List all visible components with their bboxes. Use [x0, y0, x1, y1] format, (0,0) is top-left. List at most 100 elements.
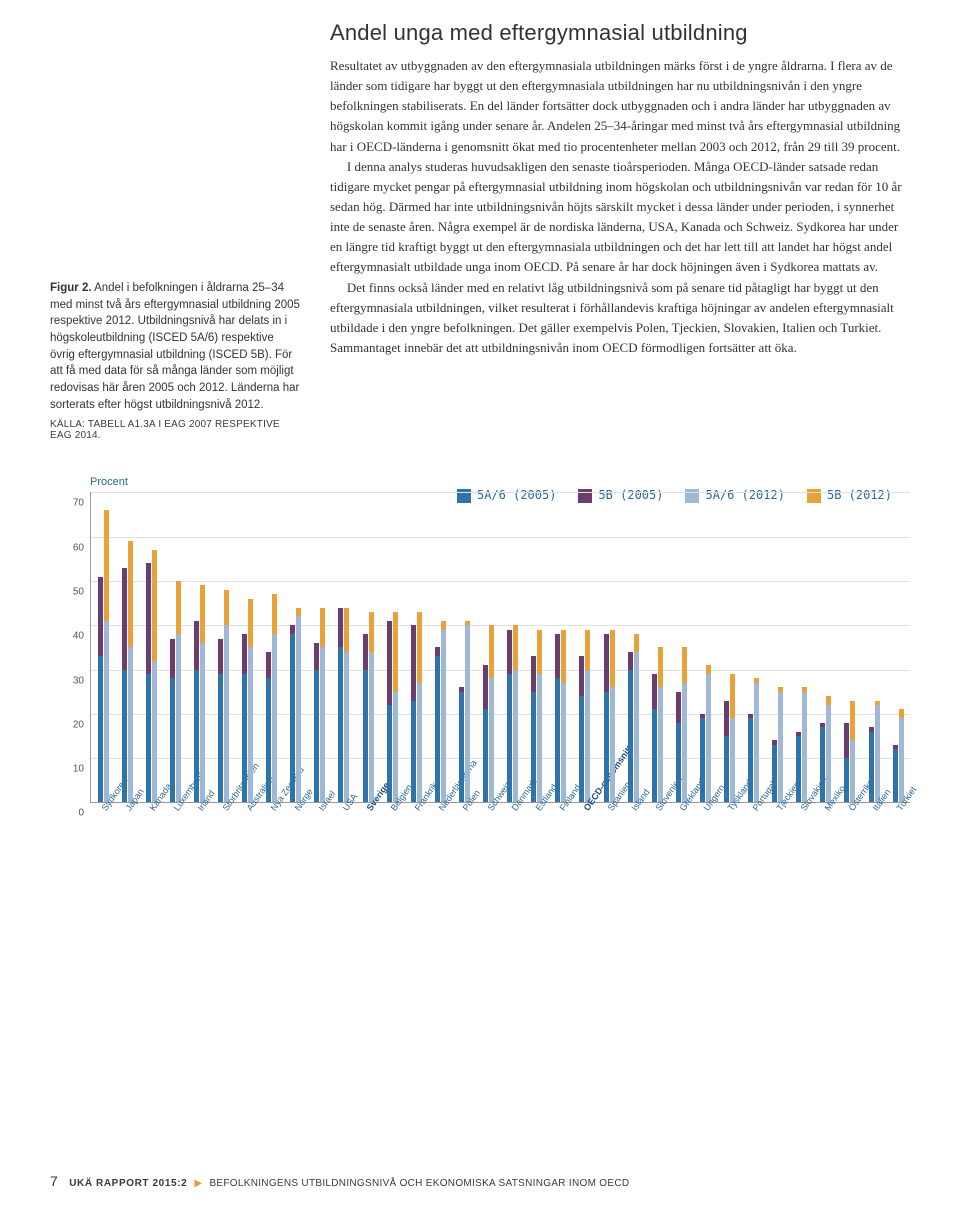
chart: 5A/6 (2005)5B (2005)5A/6 (2012)5B (2012)…	[50, 492, 910, 852]
bar-5a6-2012	[152, 661, 157, 803]
country-group: Japan	[115, 541, 139, 802]
bar-5a6-2005	[869, 732, 874, 803]
country-group: Österrike	[838, 701, 862, 803]
bar-5b-2005	[676, 692, 681, 723]
caption-text: Andel i befolkningen i åldrarna 25–34 me…	[50, 282, 300, 411]
bar-5b-2012	[441, 621, 446, 630]
bar-5b-2012	[296, 608, 301, 617]
country-group: Grekland	[669, 647, 693, 802]
bar-5b-2012	[176, 581, 181, 634]
y-tick: 50	[50, 586, 84, 597]
bar-5a6-2005	[604, 692, 609, 803]
bar-5a6-2012	[682, 683, 687, 803]
country-group: Mexiko	[814, 696, 838, 802]
country-group: Nederländerna	[428, 621, 452, 803]
country-group: Island	[621, 634, 645, 802]
country-group: Storbritannien	[211, 590, 235, 803]
body-text: Resultatet av utbyggnaden av den eftergy…	[330, 56, 910, 358]
y-tick: 10	[50, 764, 84, 775]
bar-5a6-2005	[266, 678, 271, 802]
country-group: Finland	[549, 630, 573, 803]
bar-5b-2012	[658, 647, 663, 687]
bar-5b-2012	[850, 701, 855, 741]
bar-5b-2005	[242, 634, 247, 674]
country-group: Norge	[284, 608, 308, 803]
bar-5a6-2012	[489, 678, 494, 802]
bar-5b-2012	[344, 608, 349, 652]
country-group: Estland	[525, 630, 549, 803]
bar-5a6-2005	[507, 674, 512, 802]
bar-5a6-2005	[724, 736, 729, 802]
country-group: Danmark	[501, 625, 525, 802]
bar-5a6-2005	[98, 656, 103, 802]
caption-label: Figur 2.	[50, 282, 92, 294]
bar-5a6-2012	[344, 652, 349, 803]
bar-5a6-2005	[387, 705, 392, 802]
y-tick: 0	[50, 808, 84, 819]
bar-5b-2005	[628, 652, 633, 670]
bar-5b-2012	[682, 647, 687, 682]
bar-5a6-2005	[628, 670, 633, 803]
plot-area: SydkoreaJapanKanadaLuxemburgIrlandStorbr…	[90, 492, 910, 803]
country-group: Australien	[236, 599, 260, 803]
bar-5b-2012	[393, 612, 398, 692]
bar-5b-2012	[320, 608, 325, 648]
report-id: UKÄ RAPPORT 2015:2	[69, 1178, 187, 1189]
source-line: KÄLLA: TABELL A1.3A I EAG 2007 RESPEKTIV…	[50, 419, 300, 441]
country-group: Sverige	[356, 612, 380, 802]
bar-5a6-2005	[194, 670, 199, 803]
bar-5b-2005	[314, 643, 319, 670]
country-group: Sydkorea	[91, 510, 115, 802]
country-group: USA	[332, 608, 356, 803]
bar-5a6-2005	[363, 670, 368, 803]
bar-5a6-2005	[290, 634, 295, 802]
bar-5b-2012	[537, 630, 542, 674]
bar-5a6-2012	[465, 625, 470, 802]
bar-5b-2005	[122, 568, 127, 670]
country-group: Nya Zeeland	[260, 594, 284, 802]
bar-5a6-2012	[104, 621, 109, 803]
country-group: Irland	[187, 585, 211, 802]
bar-5b-2012	[706, 665, 711, 674]
body-paragraph: Resultatet av utbyggnaden av den eftergy…	[330, 56, 910, 157]
bar-5a6-2012	[513, 670, 518, 803]
country-group: Luxemburg	[163, 581, 187, 802]
country-group: OECD-genomsnitt	[573, 630, 597, 803]
bar-5a6-2012	[875, 705, 880, 802]
bar-5a6-2012	[658, 687, 663, 802]
bar-5b-2005	[338, 608, 343, 648]
bar-5a6-2005	[772, 745, 777, 803]
country-group: Schweiz	[477, 625, 501, 802]
bar-5b-2012	[561, 630, 566, 683]
bar-5b-2012	[730, 674, 735, 718]
bar-5a6-2005	[338, 647, 343, 802]
bar-5a6-2005	[555, 678, 560, 802]
bar-5b-2012	[899, 709, 904, 718]
bar-5a6-2012	[200, 643, 205, 802]
country-group: Spanien	[597, 630, 621, 803]
bar-5b-2012	[272, 594, 277, 634]
bar-5b-2005	[579, 656, 584, 696]
bar-5b-2005	[724, 701, 729, 736]
bar-5a6-2005	[483, 709, 488, 802]
bar-5b-2012	[417, 612, 422, 683]
bar-5a6-2005	[676, 723, 681, 803]
bar-5a6-2005	[748, 718, 753, 802]
bar-5b-2012	[248, 599, 253, 648]
bar-5a6-2012	[778, 692, 783, 803]
page-number: 7	[50, 1173, 58, 1189]
bar-5a6-2005	[122, 670, 127, 803]
bar-5b-2012	[826, 696, 831, 705]
bar-5a6-2005	[579, 696, 584, 802]
y-tick: 60	[50, 542, 84, 553]
bar-5a6-2005	[146, 674, 151, 802]
bar-5a6-2005	[820, 727, 825, 802]
bar-5a6-2012	[754, 683, 759, 803]
bar-5b-2012	[200, 585, 205, 643]
bar-5b-2012	[224, 590, 229, 625]
bar-5a6-2012	[899, 718, 904, 802]
country-group: Tjeckien	[766, 687, 790, 802]
country-group: Portugal	[742, 678, 766, 802]
bar-5a6-2012	[441, 630, 446, 803]
bar-5b-2012	[104, 510, 109, 621]
